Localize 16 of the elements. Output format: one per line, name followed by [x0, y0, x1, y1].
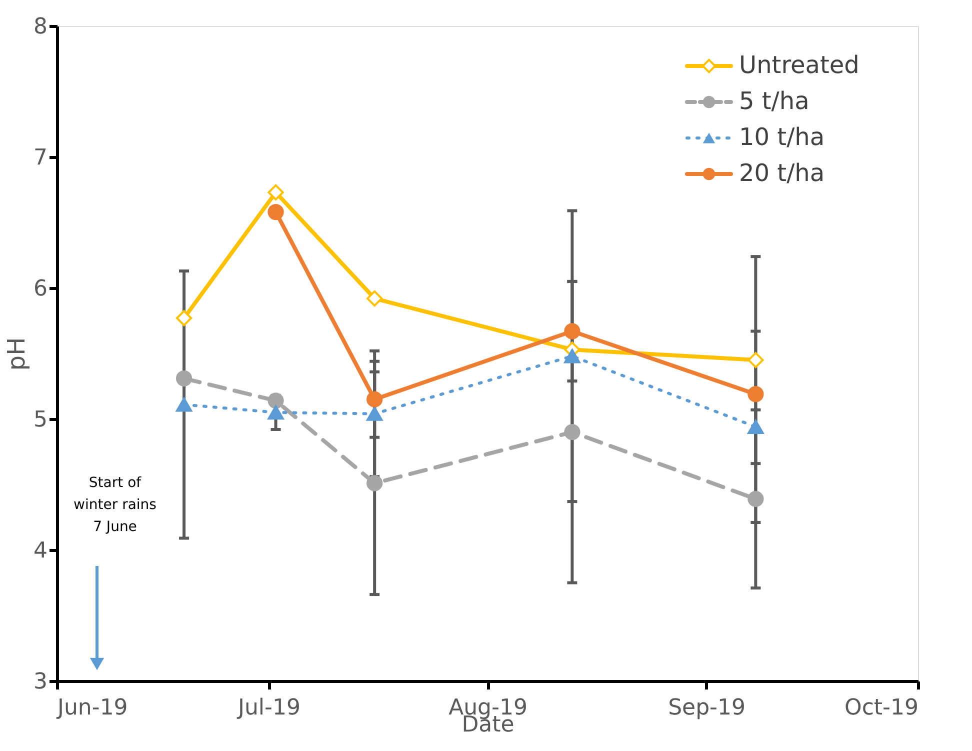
legend-label: 10 t/ha [739, 123, 825, 151]
y-tick-label: 6 [34, 276, 48, 302]
legend-label: Untreated [739, 51, 860, 79]
y-axis-title: pH [2, 337, 31, 371]
y-tick-label: 4 [34, 538, 48, 564]
y-tick-label: 5 [34, 408, 48, 432]
legend-label: 5 t/ha [739, 87, 810, 115]
x-tick-label: Sep-19 [668, 696, 746, 720]
y-tick-label: 7 [34, 146, 48, 170]
y-tick-label: 3 [34, 670, 48, 694]
x-tick-label: Jul-19 [236, 696, 300, 720]
y-tick-label: 8 [34, 14, 48, 40]
annotation: Start of winter rains 7 June [74, 475, 156, 535]
legend-label: 20 t/ha [739, 159, 825, 187]
x-tick-label: Oct-19 [844, 696, 918, 720]
x-tick-label: Jun-19 [56, 696, 128, 720]
